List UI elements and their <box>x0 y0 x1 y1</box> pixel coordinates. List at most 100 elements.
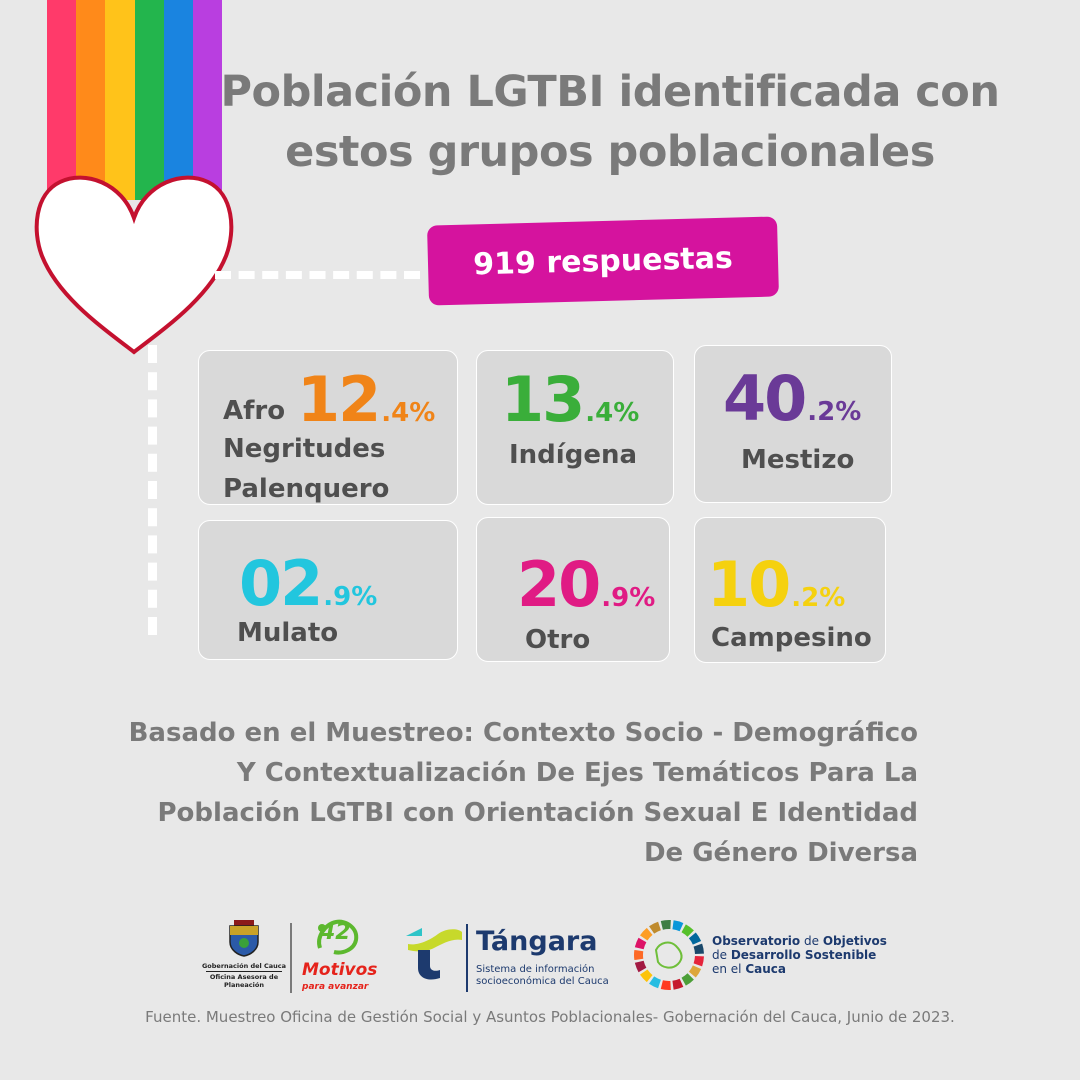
sdg-wheel-segment <box>634 949 644 961</box>
card-label: Negritudes <box>223 434 386 464</box>
card-label: Indígena <box>509 440 638 470</box>
rainbow-stripes <box>47 0 223 200</box>
card-label-prefix: Afro <box>223 396 286 426</box>
obs-word-5: Desarrollo Sostenible <box>730 948 877 962</box>
title-line-1: Población LGTBI identificada con <box>220 67 1000 117</box>
card-label: Palenquero <box>223 474 390 504</box>
source-line: Población LGTBI con Orientación Sexual E… <box>157 798 919 828</box>
tangara-logo-icon <box>406 928 462 980</box>
card-percentage: 12.4% <box>297 369 435 431</box>
tangara-sub-1: Sistema de información <box>476 964 595 975</box>
stripe-green <box>134 0 164 200</box>
motivos-logo-icon <box>317 919 359 955</box>
card-percentage: 02.9% <box>239 553 377 615</box>
stripe-purple <box>192 0 223 200</box>
title-line-2: estos grupos poblacionales <box>285 127 935 177</box>
sdg-wheel-segment <box>634 937 647 950</box>
sdg-wheel-segment <box>688 965 702 978</box>
motivos-tagline: para avanzar <box>302 982 368 992</box>
stripe-yellow <box>105 0 135 200</box>
sdg-wheel-segment <box>688 932 702 945</box>
card-mestizo: 40.2% Mestizo <box>694 345 892 503</box>
dashed-connector-horizontal <box>215 271 420 279</box>
sdg-wheel-icon <box>634 920 704 990</box>
source-line: Y Contextualización De Ejes Temáticos Pa… <box>236 758 918 788</box>
sdg-wheel-segment <box>681 973 694 986</box>
sdg-wheel-segment <box>672 978 684 990</box>
percentage-whole: 20 <box>517 548 601 621</box>
sdg-wheel-segment <box>640 969 653 983</box>
sdg-wheel-segment <box>634 960 647 973</box>
obs-word-2: de <box>800 934 823 948</box>
obs-word-6: en el <box>712 962 746 976</box>
sdg-wheel-segment <box>660 980 671 990</box>
sdg-wheel-segment <box>660 920 671 930</box>
stripe-blue <box>163 0 193 200</box>
observatorio-text: Observatorio de Objetivos de Desarrollo … <box>712 934 887 976</box>
gobernacion-logo-text: Gobernación del Cauca Oficina Asesora de… <box>200 962 288 989</box>
card-percentage: 13.4% <box>501 369 639 431</box>
percentage-decimal: .4% <box>585 398 640 428</box>
dashed-connector-vertical <box>148 345 157 635</box>
motivos-number-text: 42 <box>320 920 351 945</box>
percentage-decimal: .9% <box>601 583 656 613</box>
motivos-word: Motivos <box>302 960 377 980</box>
gobernacion-name: Gobernación del Cauca <box>201 962 287 970</box>
card-label: Campesino <box>711 623 872 653</box>
responses-count: 919 respuestas <box>472 240 734 282</box>
obs-word-4: de <box>712 948 731 962</box>
responses-badge: 919 respuestas <box>427 216 779 306</box>
percentage-whole: 10 <box>707 548 791 621</box>
motivos-word-text: Motivos <box>302 960 378 980</box>
tangara-subtitle: Sistema de información socioeconómica de… <box>476 964 609 988</box>
percentage-whole: 40 <box>723 362 807 435</box>
card-indigena: 13.4% Indígena <box>476 350 674 505</box>
obs-word-1: Observatorio <box>712 934 801 948</box>
sdg-wheel-segment <box>640 927 653 941</box>
tangara-name-text: Tángara <box>476 926 598 957</box>
sdg-wheel-segment <box>681 924 694 937</box>
card-percentage: 10.2% <box>707 554 845 616</box>
card-campesino: 10.2% Campesino <box>694 517 886 663</box>
motivos-number: 42 <box>320 920 351 945</box>
tangara-sub-2: socioeconómica del Cauca <box>476 976 609 987</box>
percentage-whole: 02 <box>239 547 323 620</box>
source-line: De Género Diversa <box>643 838 918 868</box>
card-mulato: 02.9% Mulato <box>198 520 458 660</box>
sdg-wheel-segment <box>649 921 661 934</box>
card-otro: 20.9% Otro <box>476 517 670 662</box>
stripe-red <box>47 0 77 200</box>
footer-source: Fuente. Muestreo Oficina de Gestión Soci… <box>0 1008 1080 1026</box>
logo-separator <box>290 923 292 993</box>
tangara-name: Tángara <box>476 926 597 957</box>
obs-word-3: Objetivos <box>822 934 887 948</box>
coat-of-arms-icon <box>229 920 259 957</box>
gobernacion-office-2: Planeación <box>224 981 264 989</box>
sdg-wheel-segment <box>693 943 704 954</box>
gobernacion-office: Oficina Asesora de <box>209 973 279 981</box>
page-title: Población LGTBI identificada con estos g… <box>180 62 1040 182</box>
logo-separator <box>466 924 468 992</box>
percentage-whole: 13 <box>501 363 585 436</box>
percentage-decimal: .2% <box>791 583 846 613</box>
card-label: Otro <box>525 625 591 655</box>
stripe-orange <box>76 0 106 200</box>
percentage-decimal: .2% <box>807 397 862 427</box>
motivos-tagline-text: para avanzar <box>302 982 369 992</box>
percentage-decimal: .9% <box>323 582 378 612</box>
footer-source-text: Fuente. Muestreo Oficina de Gestión Soci… <box>145 1008 955 1026</box>
card-percentage: 40.2% <box>723 368 861 430</box>
percentage-whole: 12 <box>297 363 381 436</box>
heart-icon <box>34 175 234 355</box>
obs-word-7: Cauca <box>745 962 787 976</box>
card-percentage: 20.9% <box>517 554 655 616</box>
source-line: Basado en el Muestreo: Contexto Socio - … <box>128 718 918 748</box>
sdg-wheel-segment <box>649 976 661 989</box>
card-afro: Afro 12.4% Negritudes Palenquero <box>198 350 458 505</box>
source-description: Basado en el Muestreo: Contexto Socio - … <box>100 713 918 873</box>
card-label: Mulato <box>237 618 339 648</box>
sdg-wheel-segment <box>693 956 704 967</box>
sdg-wheel-segment <box>672 920 684 932</box>
percentage-decimal: .4% <box>381 398 436 428</box>
card-label: Mestizo <box>741 445 855 475</box>
